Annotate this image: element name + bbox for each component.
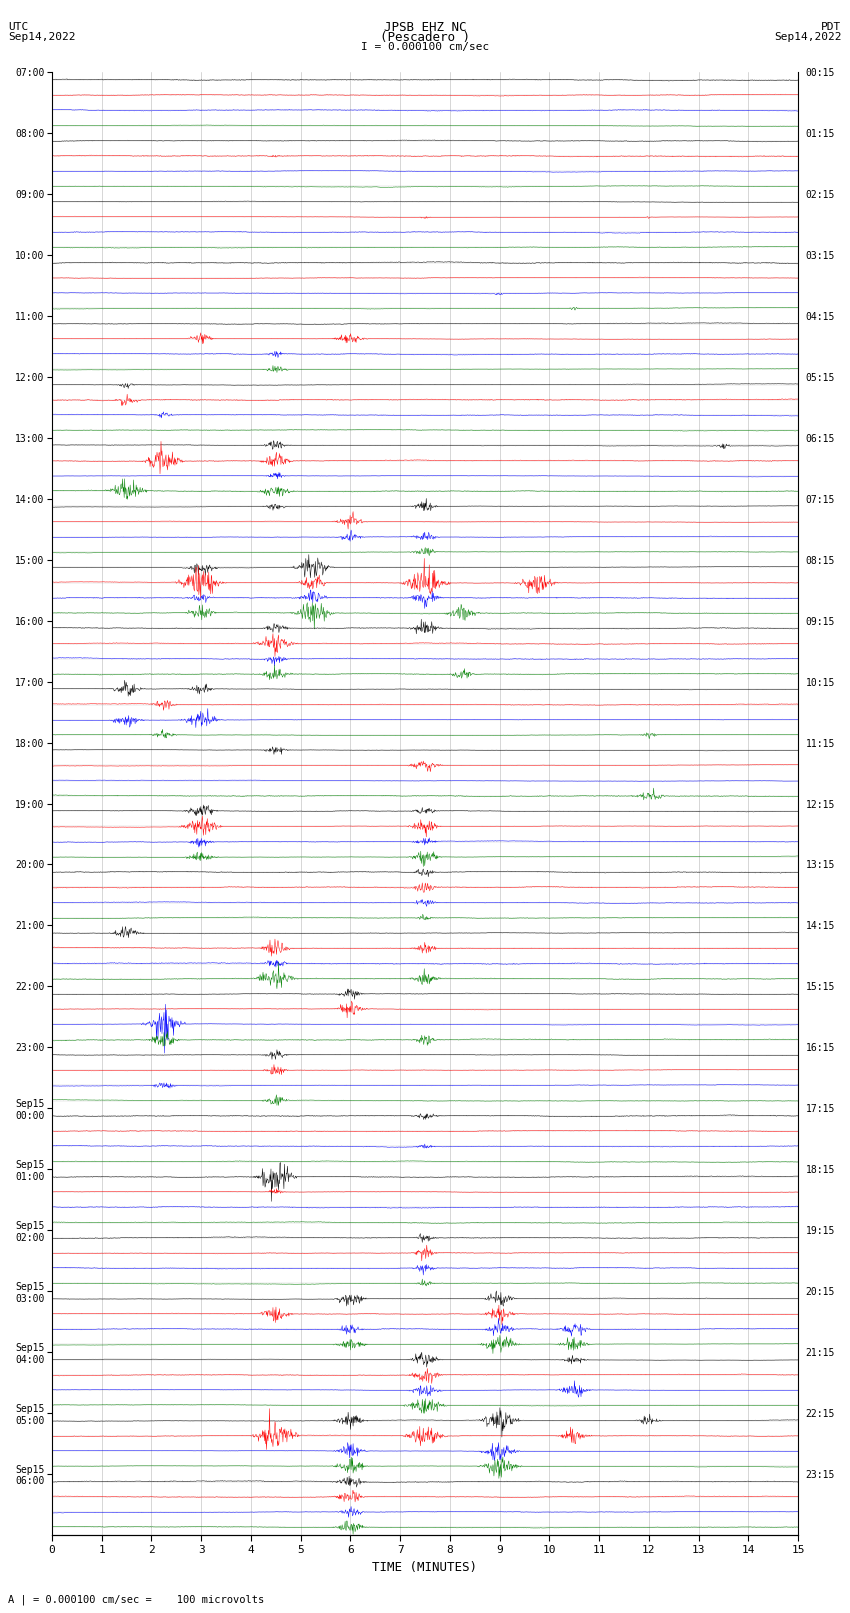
Text: PDT: PDT	[821, 23, 842, 32]
Text: UTC: UTC	[8, 23, 29, 32]
X-axis label: TIME (MINUTES): TIME (MINUTES)	[372, 1561, 478, 1574]
Text: (Pescadero ): (Pescadero )	[380, 31, 470, 44]
Text: A | = 0.000100 cm/sec =    100 microvolts: A | = 0.000100 cm/sec = 100 microvolts	[8, 1595, 264, 1605]
Text: JPSB EHZ NC: JPSB EHZ NC	[383, 21, 467, 34]
Text: Sep14,2022: Sep14,2022	[8, 32, 76, 42]
Text: I = 0.000100 cm/sec: I = 0.000100 cm/sec	[361, 42, 489, 52]
Text: Sep14,2022: Sep14,2022	[774, 32, 842, 42]
